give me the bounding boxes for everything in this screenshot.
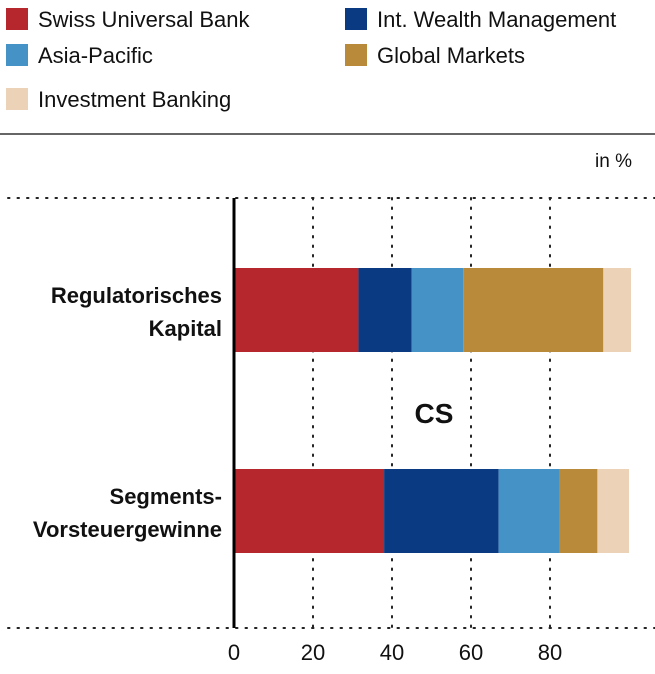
legend-swatch-swiss-universal-bank [6, 8, 28, 30]
legend-item-int-wealth-management: Int. Wealth Management [345, 7, 616, 32]
category-label-regulatorisches-kapital: Regulatorisches Kapital [51, 283, 222, 341]
bar-segment-regulatorisches-kapital-int-wealth-management [358, 268, 412, 352]
chart-grid [7, 197, 655, 629]
bar-segment-segments-vorsteuergewinne-int-wealth-management [384, 469, 499, 553]
bar-segment-regulatorisches-kapital-swiss-universal-bank [234, 268, 359, 352]
x-tick-label-40: 40 [380, 640, 404, 665]
legend-label-investment-banking: Investment Banking [38, 87, 231, 112]
legend-item-global-markets: Global Markets [345, 43, 525, 68]
chart-bars [234, 268, 631, 553]
x-tick-label-0: 0 [228, 640, 240, 665]
legend-swatch-asia-pacific [6, 44, 28, 66]
bar-segment-segments-vorsteuergewinne-swiss-universal-bank [234, 469, 385, 553]
chart-legend: Swiss Universal Bank Int. Wealth Manageme… [6, 7, 616, 112]
legend-swatch-int-wealth-management [345, 8, 367, 30]
bar-segment-segments-vorsteuergewinne-asia-pacific [498, 469, 560, 553]
bar-segment-regulatorisches-kapital-global-markets [463, 268, 604, 352]
legend-swatch-global-markets [345, 44, 367, 66]
legend-label-asia-pacific: Asia-Pacific [38, 43, 153, 68]
legend-item-investment-banking: Investment Banking [6, 87, 231, 112]
legend-item-swiss-universal-bank: Swiss Universal Bank [6, 7, 251, 32]
unit-label: in % [595, 151, 632, 172]
bar-segment-segments-vorsteuergewinne-global-markets [559, 469, 598, 553]
legend-label-int-wealth-management: Int. Wealth Management [377, 7, 616, 32]
legend-item-asia-pacific: Asia-Pacific [6, 43, 153, 68]
x-tick-label-20: 20 [301, 640, 325, 665]
legend-label-swiss-universal-bank: Swiss Universal Bank [38, 7, 251, 32]
bar-segment-regulatorisches-kapital-investment-banking [603, 268, 631, 352]
legend-label-global-markets: Global Markets [377, 43, 525, 68]
bar-segment-segments-vorsteuergewinne-investment-banking [597, 469, 629, 553]
x-tick-label-80: 80 [538, 640, 562, 665]
category-label-segments-vorsteuergewinne: Segments-Vorsteuergewinne [33, 484, 222, 542]
legend-swatch-investment-banking [6, 88, 28, 110]
category-labels: Regulatorisches Kapital Segments-Vorsteuer… [33, 283, 222, 542]
cs-annotation: CS [415, 398, 454, 429]
x-axis-ticks: 0 20 40 60 80 [228, 640, 562, 665]
x-tick-label-60: 60 [459, 640, 483, 665]
bar-segment-regulatorisches-kapital-asia-pacific [411, 268, 464, 352]
